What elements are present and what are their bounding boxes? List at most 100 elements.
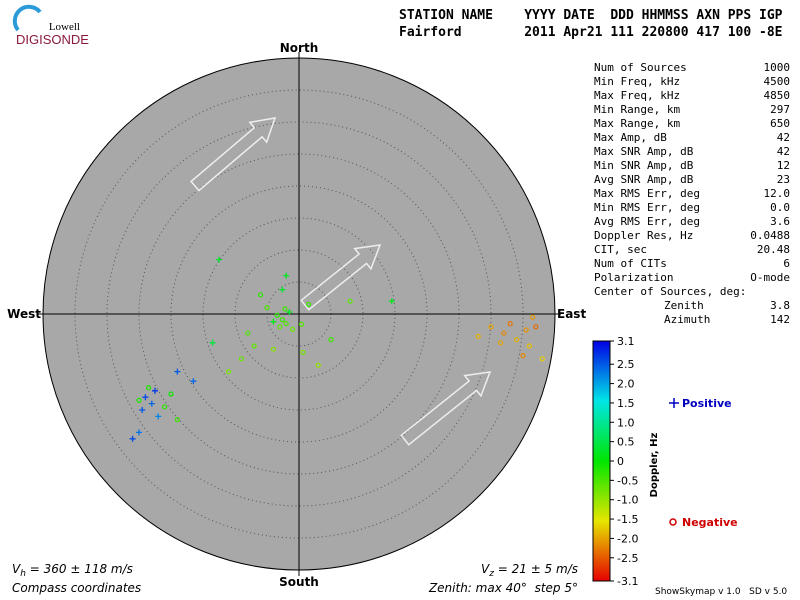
- source-negative: [174, 417, 180, 423]
- source-negative: [523, 327, 529, 333]
- source-negative: [529, 314, 536, 320]
- source-negative: [136, 397, 142, 403]
- stat-value: 6: [783, 257, 790, 270]
- source-negative: [226, 369, 232, 375]
- stat-value: 297: [770, 103, 790, 116]
- velocity-z: Vz = 21 ± 5 m/s: [481, 562, 578, 579]
- source-positive: [270, 318, 277, 325]
- source-negative: [328, 337, 334, 343]
- colorbar-tick-label: -2.5: [617, 552, 638, 565]
- source-positive: [155, 413, 162, 420]
- source-negative: [290, 326, 296, 332]
- logo-swoosh: [12, 4, 42, 32]
- source-negative: [513, 337, 520, 343]
- zenith-info: Zenith: max 40° step 5°: [428, 581, 578, 595]
- compass-east: East: [557, 307, 586, 321]
- legend-positive: Positive: [682, 397, 732, 410]
- source-negative: [146, 385, 152, 391]
- stat-label: Max SNR Amp, dB: [594, 145, 694, 158]
- stat-label: Doppler Res, Hz: [594, 229, 693, 242]
- source-negative: [475, 333, 481, 339]
- source-negative: [298, 321, 305, 327]
- source-negative: [279, 317, 285, 323]
- colorbar: [592, 340, 611, 582]
- colorbar-tick-label: -1.5: [617, 513, 638, 526]
- source-positive: [174, 368, 181, 375]
- source-positive: [136, 429, 142, 436]
- v-text: = 360 ± 118 m/s: [26, 562, 133, 576]
- v-text: = 21 ± 5 m/s: [494, 562, 578, 576]
- stat-value: 3.6: [770, 215, 790, 228]
- unit: °: [572, 581, 578, 595]
- source-negative: [501, 330, 507, 336]
- stat-value: 23: [777, 173, 790, 186]
- source-negative: [258, 292, 264, 298]
- colorbar-tick-label: 1.5: [617, 397, 635, 410]
- center-title: Center of Sources, deg:: [594, 285, 746, 298]
- coordinates: Compass coordinates: [12, 581, 141, 595]
- source-negative: [282, 306, 288, 312]
- stat-label: Max Amp, dB: [594, 131, 667, 144]
- colorbar-tick-label: 2.0: [617, 378, 635, 391]
- stat-value: 4500: [764, 75, 791, 88]
- source-negative: [300, 349, 306, 355]
- compass-north: North: [280, 41, 318, 55]
- logo-bottom: DIGISONDE: [16, 32, 89, 47]
- source-positive: [209, 339, 216, 346]
- source-negative: [507, 321, 513, 327]
- v-symbol: V: [12, 562, 21, 576]
- stat-label: Avg SNR Amp, dB: [594, 173, 694, 186]
- source-positive: [388, 298, 395, 305]
- stat-value: 0.0: [770, 201, 790, 214]
- source-positive: [190, 378, 197, 385]
- stat-label: Max Range, km: [594, 117, 680, 130]
- source-positive: [216, 256, 222, 263]
- colorbar-tick-label: 2.5: [617, 358, 635, 371]
- sky-plot: North South East West: [7, 41, 586, 589]
- source-positive: [152, 387, 158, 394]
- colorbar-tick-label: -3.1: [617, 575, 638, 588]
- source-negative: [162, 404, 168, 410]
- source-negative: [520, 353, 526, 359]
- source-negative: [168, 391, 174, 397]
- stat-value: 42: [777, 145, 790, 158]
- source-positive: [279, 286, 286, 293]
- v-symbol: V: [481, 562, 490, 576]
- source-positive: [283, 272, 290, 279]
- source-negative: [347, 298, 353, 304]
- source-positive: [148, 400, 155, 407]
- stat-value: 20.48: [757, 243, 790, 256]
- legend-negative: Negative: [682, 516, 738, 529]
- stat-value: 12.0: [764, 187, 791, 200]
- stat-value: 4850: [764, 89, 791, 102]
- source-negative: [270, 346, 276, 352]
- compass-south: South: [279, 575, 319, 589]
- flow-arrow: [400, 371, 492, 446]
- stat-value: 1000: [764, 61, 791, 74]
- compass-west: West: [7, 307, 41, 321]
- source-negative: [283, 321, 289, 327]
- source-negative: [274, 312, 280, 318]
- colorbar-tick-label: -2.0: [617, 532, 638, 545]
- flow-arrow: [300, 244, 382, 311]
- zenith-label: Zenith: max: [428, 581, 503, 595]
- footer: ShowSkymap v 1.0 SD v 5.0: [655, 587, 787, 597]
- v-sub: h: [20, 569, 26, 579]
- source-negative: [526, 343, 533, 349]
- stat-label: Min SNR Amp, dB: [594, 159, 694, 172]
- stat-label: Min Range, km: [594, 103, 680, 116]
- stat-label: Max RMS Err, deg: [594, 187, 700, 200]
- header-line: STATION NAME YYYY DATE DDD HHMMSS AXN PP…: [399, 8, 783, 23]
- center-value: 3.8: [770, 299, 790, 312]
- step: 5: [564, 581, 572, 595]
- colorbar-tick-label: 0: [617, 455, 624, 468]
- v-sub: z: [488, 569, 494, 579]
- velocity-h: Vh = 360 ± 118 m/s: [12, 562, 133, 579]
- source-positive: [129, 435, 136, 442]
- center-value: 142: [770, 313, 790, 326]
- stat-label: Avg RMS Err, deg: [594, 215, 700, 228]
- header-line: Fairford 2011 Apr21 111 220800 417 100 -…: [399, 25, 783, 40]
- source-negative: [245, 330, 251, 336]
- colorbar-tick-label: 0.5: [617, 436, 635, 449]
- source-negative: [488, 324, 494, 330]
